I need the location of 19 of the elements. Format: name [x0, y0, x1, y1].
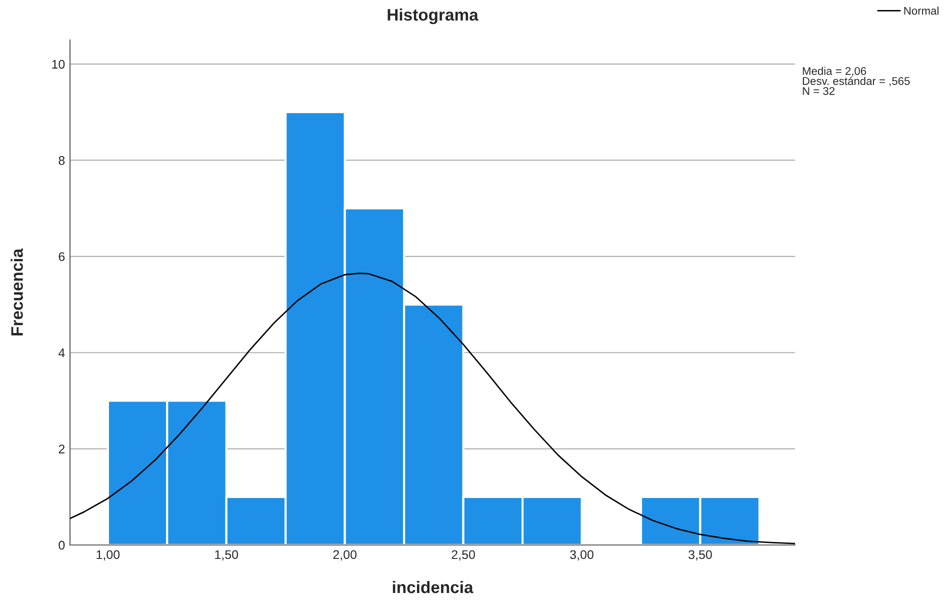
- y-tick-label: 0: [58, 540, 65, 550]
- x-tick-label: 3,50: [688, 550, 712, 561]
- y-tick-label: 8: [58, 156, 65, 165]
- x-axis-title: incidencia: [392, 580, 474, 594]
- y-tick-label: 4: [58, 348, 65, 358]
- y-tick-label: 10: [52, 60, 65, 69]
- text: Media = 2,06: [802, 66, 866, 76]
- x-tick-label: 2,50: [452, 550, 475, 561]
- text: Desv. estándar = ,565: [802, 76, 910, 86]
- y-tick-label: 2: [58, 444, 65, 454]
- x-tick-label: 1,50: [215, 550, 238, 561]
- chart-title: Histograma: [388, 8, 478, 24]
- legend-label: Normal: [904, 6, 938, 15]
- y-tick-label: 6: [58, 252, 65, 262]
- x-tick-label: 2,00: [333, 550, 357, 561]
- x-tick-label: 1,00: [96, 550, 120, 561]
- y-axis-title: Frecuencia: [10, 248, 23, 336]
- text: N = 32: [802, 87, 834, 95]
- x-tick-label: 3,00: [570, 550, 594, 561]
